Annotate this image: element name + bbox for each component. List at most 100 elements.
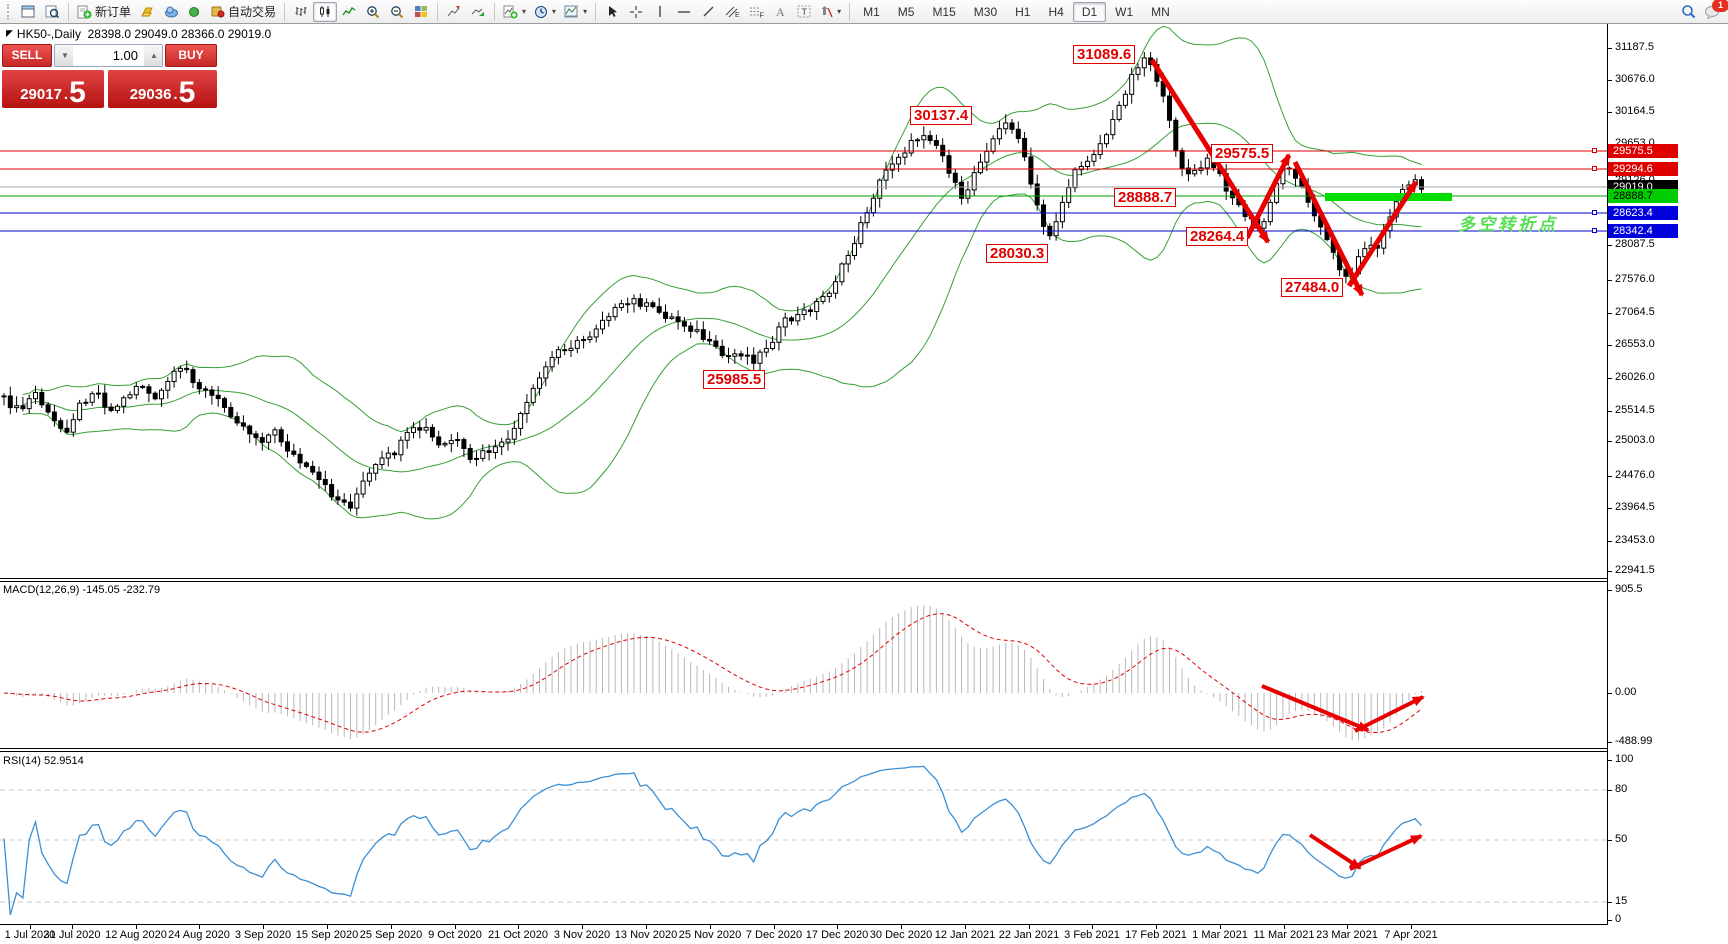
- trend-arrow[interactable]: [1346, 180, 1419, 288]
- timeframe-button-m30[interactable]: M30: [973, 4, 998, 19]
- candle-body: [1362, 248, 1368, 258]
- channel-icon[interactable]: E: [720, 2, 744, 22]
- candle-body: [259, 437, 265, 443]
- candle-body: [763, 348, 769, 353]
- candle-body: [1053, 221, 1059, 237]
- timeframe-button-h4[interactable]: H4: [1048, 4, 1064, 19]
- horizontal-line-icon[interactable]: [672, 2, 696, 22]
- rsi-trend-arrow[interactable]: [1308, 833, 1362, 870]
- line-handle[interactable]: [1592, 210, 1597, 215]
- macd-trend-arrow[interactable]: [1261, 684, 1370, 732]
- price-annotation-label[interactable]: 29575.5: [1211, 144, 1274, 163]
- candle-body: [96, 392, 101, 395]
- candle-body: [1003, 122, 1009, 130]
- line-handle[interactable]: [1592, 166, 1597, 171]
- line-handle[interactable]: [1592, 228, 1597, 233]
- candlestick-chart-icon[interactable]: [313, 1, 338, 22]
- green-support-bar[interactable]: [1325, 193, 1452, 201]
- sell-button[interactable]: SELL: [2, 44, 52, 67]
- price-annotation-label[interactable]: 28030.3: [986, 244, 1049, 263]
- timeframe-button-m5[interactable]: M5: [897, 4, 915, 19]
- new-chart-dropdown[interactable]: ▾: [499, 2, 530, 22]
- trendline-icon[interactable]: [696, 2, 720, 22]
- community-icon[interactable]: [159, 2, 183, 22]
- pane-separator[interactable]: [0, 748, 1608, 752]
- sell-price-display[interactable]: 29017. 5: [2, 70, 104, 108]
- trend-arrow[interactable]: [1292, 160, 1365, 297]
- timeframe-button-w1[interactable]: W1: [1115, 4, 1134, 19]
- timeframe-button-m15[interactable]: M15: [932, 4, 956, 19]
- price-chart-pane[interactable]: [0, 24, 1607, 578]
- timeframe-button-m1[interactable]: M1: [863, 4, 880, 19]
- macd-trend-arrow[interactable]: [1354, 695, 1425, 733]
- candle-body: [1261, 221, 1267, 229]
- candle-body: [1104, 134, 1109, 145]
- candle-body: [291, 450, 297, 455]
- timeframe-button-mn[interactable]: MN: [1151, 4, 1170, 19]
- lot-size-input[interactable]: [73, 45, 144, 66]
- template-dropdown[interactable]: ▾: [560, 2, 591, 22]
- chart-window-icon[interactable]: [16, 2, 40, 22]
- new-order-button[interactable]: 新订单: [73, 2, 135, 22]
- text-label-icon[interactable]: T: [792, 2, 816, 22]
- candle-body: [297, 453, 303, 464]
- date-axis-tick: [455, 925, 456, 929]
- price-annotation-label[interactable]: 31089.6: [1073, 45, 1136, 64]
- trend-arrow[interactable]: [1244, 153, 1292, 240]
- price-axis-label: 23453.0: [1615, 534, 1655, 546]
- market-watch-icon[interactable]: [40, 2, 64, 22]
- period-dropdown[interactable]: ▾: [530, 2, 560, 22]
- candle-body: [839, 263, 845, 283]
- price-annotation-label[interactable]: 30137.4: [910, 106, 973, 125]
- metaeditor-icon[interactable]: [135, 2, 159, 22]
- cursor-icon[interactable]: [600, 2, 624, 22]
- news-sound-icon[interactable]: [183, 2, 207, 22]
- trend-arrow[interactable]: [1149, 58, 1271, 244]
- rsi-indicator-pane[interactable]: [0, 752, 1607, 924]
- crosshair-icon[interactable]: [624, 2, 648, 22]
- axis-tick: [1607, 280, 1612, 281]
- price-annotation-label[interactable]: 28264.4: [1186, 227, 1249, 246]
- autotrade-button[interactable]: 自动交易: [207, 2, 280, 22]
- chat-notifications-button[interactable]: 1: [1700, 0, 1728, 22]
- svg-text:A: A: [776, 5, 785, 18]
- shapes-dropdown[interactable]: ▾: [816, 2, 845, 22]
- price-axis-label: 30676.0: [1615, 73, 1655, 85]
- price-annotation-label[interactable]: 28888.7: [1114, 188, 1177, 207]
- lot-decrease-button[interactable]: ▼: [55, 45, 73, 66]
- zoom-in-icon[interactable]: [361, 2, 385, 22]
- candle-body: [234, 416, 240, 424]
- date-axis-tick: [1347, 925, 1348, 929]
- bull-bear-turning-point-note[interactable]: 多空转折点: [1458, 215, 1558, 234]
- date-axis-label: 23 Mar 2021: [1316, 929, 1378, 941]
- price-annotation-label[interactable]: 25985.5: [703, 370, 766, 389]
- candle-body: [656, 306, 662, 313]
- line-chart-icon[interactable]: [337, 2, 361, 22]
- chart-shift-icon[interactable]: [442, 2, 466, 22]
- fibonacci-icon[interactable]: F: [744, 2, 768, 22]
- timeframe-button-h1[interactable]: H1: [1015, 4, 1031, 19]
- line-handle[interactable]: [1592, 148, 1597, 153]
- text-icon[interactable]: A: [768, 2, 792, 22]
- tile-windows-icon[interactable]: [409, 2, 433, 22]
- candle-body: [228, 406, 234, 418]
- objects-marker-icon[interactable]: ◤: [6, 28, 13, 38]
- chart-autoscroll-icon[interactable]: [466, 2, 490, 22]
- candle-body: [114, 405, 120, 411]
- rsi-trend-arrow[interactable]: [1349, 834, 1423, 871]
- bar-chart-icon[interactable]: [289, 2, 313, 22]
- buy-price-display[interactable]: 29036. 5: [108, 70, 217, 108]
- buy-button[interactable]: BUY: [165, 44, 217, 67]
- zoom-out-icon[interactable]: [385, 2, 409, 22]
- search-icon[interactable]: [1676, 2, 1700, 22]
- timeframe-button-d1[interactable]: D1: [1072, 1, 1107, 22]
- candle-body: [770, 341, 776, 350]
- price-annotation-label[interactable]: 27484.0: [1281, 278, 1344, 297]
- lot-increase-button[interactable]: ▲: [144, 45, 162, 66]
- macd-indicator-pane[interactable]: [0, 581, 1607, 748]
- pane-separator[interactable]: [0, 578, 1608, 582]
- price-axis-chip: 28888.7: [1608, 189, 1678, 203]
- macd-axis-label: 905.5: [1615, 583, 1643, 595]
- date-axis-tick: [837, 925, 838, 929]
- vertical-line-icon[interactable]: [648, 2, 672, 22]
